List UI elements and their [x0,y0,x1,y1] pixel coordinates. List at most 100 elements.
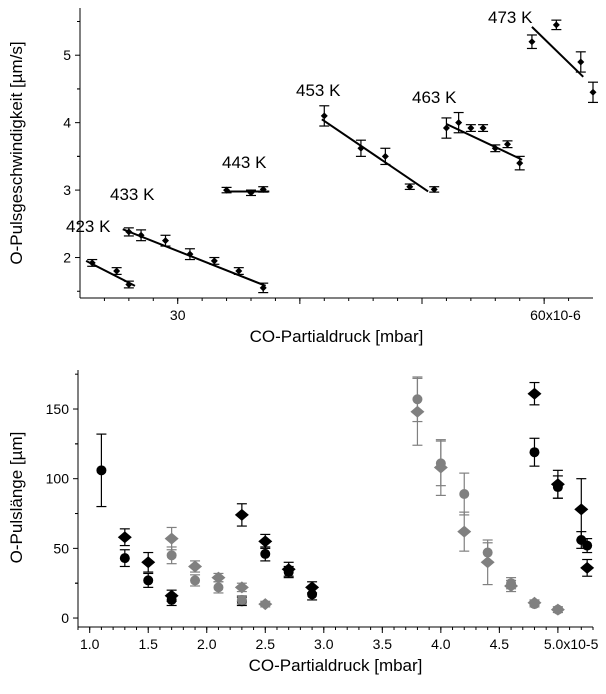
data-point [504,579,519,592]
x-tick-label: 2.0 [197,636,217,652]
data-point [574,503,589,516]
data-point [223,186,231,194]
data-point [117,531,132,544]
data-point [113,267,121,275]
series-0: 423 K [66,217,136,289]
series-label: 453 K [296,81,341,100]
data-point [381,152,389,160]
y-tick-label: 3 [63,182,71,198]
data-point [527,596,542,609]
x-tick-label: 60x10-6 [530,307,581,323]
series-label: 423 K [66,217,111,236]
data-point [455,119,463,127]
series-label: 433 K [110,185,155,204]
data-point [235,267,243,275]
data-point [164,589,179,602]
data-point [137,231,145,239]
data-point [125,281,133,289]
data-point [516,159,524,167]
data-point [213,582,224,593]
x-tick-label: 30 [170,307,186,323]
data-point [234,508,249,521]
data-point [582,540,593,551]
data-point [550,478,565,491]
data-point [433,461,448,474]
data-point [457,525,472,538]
y-axis-title: O-Pulslänge [µm] [7,432,26,564]
data-point [143,575,154,586]
series-label: 443 K [222,153,267,172]
series-1: 433 K [110,185,269,294]
series-3: 453 K [296,81,440,193]
series-label: 473 K [488,8,533,27]
data-point [258,535,273,548]
series-1 [117,381,595,602]
x-tick-label: 3.0 [314,636,334,652]
data-point [247,189,255,197]
data-point [119,553,130,564]
series-5: 473 K [488,8,598,104]
data-point [210,257,218,265]
data-point [188,560,203,573]
data-point [528,38,536,46]
data-point [480,556,495,569]
data-point [406,183,414,191]
x-tick-label: 3.5 [373,636,393,652]
fit-line [321,118,429,193]
series-0 [96,433,593,607]
y-tick-label: 5 [63,47,71,63]
data-point [552,21,560,29]
data-point [186,250,194,258]
y-tick-label: 2 [63,250,71,266]
data-point [259,284,267,292]
data-point [234,581,249,594]
data-point [88,259,96,267]
data-point [459,489,470,500]
x-tick-label: 1.5 [138,636,158,652]
x-axis-title: CO-Partialdruck [mbar] [250,327,424,346]
data-point [442,124,450,132]
y-tick-label: 50 [53,540,69,556]
data-point [527,387,542,400]
data-point [96,465,107,476]
fit-line [531,26,584,78]
data-point [281,563,296,576]
data-point [166,550,177,561]
data-point [410,405,425,418]
data-point [236,594,247,605]
series-2: 443 K [221,153,270,197]
data-point [190,575,201,586]
data-point [305,581,320,594]
y-tick-label: 4 [63,115,71,131]
data-point [320,112,328,120]
x-tick-label: 4.5 [490,636,510,652]
data-point [258,598,273,611]
x-tick-label: 5.0x10-5 [544,636,599,652]
data-point [529,447,540,458]
fit-line [122,228,267,287]
data-point [162,237,169,245]
series-label: 463 K [412,88,457,107]
chart-pulse-length: 0 50 100 150 1.0 1.5 2.0 2.5 3.0 3.5 4.0 4.5 5.0x10-… [7,370,599,675]
series-3 [164,377,565,616]
x-axis-title: CO-Partialdruck [mbar] [249,656,423,675]
data-point [491,144,499,152]
data-point [430,185,438,193]
data-point [589,88,597,96]
x-tick-label: 2.5 [256,636,276,652]
data-point [550,603,565,616]
data-point [260,548,271,559]
data-point [504,140,511,148]
x-tick-label: 4.0 [431,636,451,652]
data-point [141,556,156,569]
data-point [479,124,487,132]
y-tick-label: 0 [61,610,69,626]
data-point [577,58,585,66]
data-point [125,228,133,236]
data-point [307,589,318,600]
data-point [467,124,475,132]
y-axis-title: O-Pulsgeschwindigkeit [µm/s] [7,41,26,264]
y-tick-label: 150 [46,401,70,417]
data-point [580,561,595,574]
